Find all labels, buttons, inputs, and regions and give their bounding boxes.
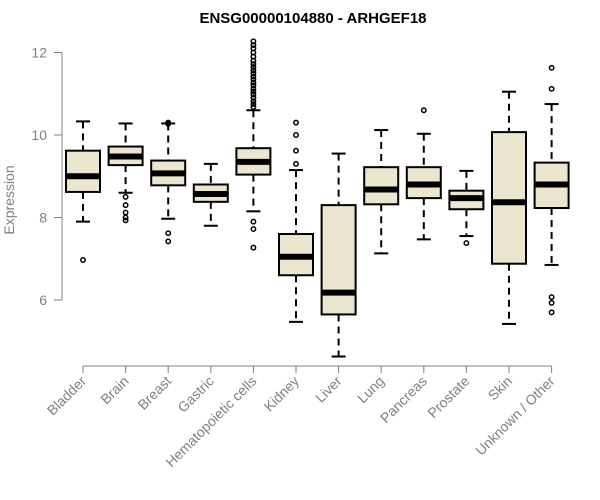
outlier-point	[250, 226, 257, 233]
box-bladder	[65, 120, 101, 263]
outlier-point	[250, 73, 257, 80]
outlier-point	[420, 107, 427, 114]
x-tick-label: Unknown / Other	[472, 373, 558, 459]
box-series	[65, 38, 570, 358]
y-axis-label: Expression	[1, 165, 17, 234]
outlier-point	[250, 218, 257, 225]
iqr-box	[65, 149, 101, 193]
outlier-point	[250, 61, 257, 68]
box-hematopoietic-cells	[235, 38, 272, 251]
outlier-point	[250, 104, 257, 110]
x-tick-label: Prostate	[424, 373, 472, 421]
x-tick-label: Bladder	[44, 373, 90, 419]
x-tick-label: Pancreas	[377, 373, 430, 426]
x-tick-label: Gastric	[174, 373, 217, 416]
y-tick-label: 8	[39, 210, 47, 226]
outlier-point	[165, 230, 172, 237]
chart-title: ENSG00000104880 - ARHGEF18	[199, 10, 426, 27]
y-tick-label: 10	[31, 127, 47, 143]
outlier-point	[122, 214, 129, 221]
outlier-point	[548, 309, 555, 316]
outlier-point	[463, 240, 470, 247]
outlier-point	[250, 88, 257, 95]
outlier-point	[250, 94, 257, 101]
outlier-point	[250, 57, 257, 64]
box-brain	[107, 122, 144, 224]
outlier-point	[250, 98, 257, 105]
y-tick-label: 12	[31, 45, 47, 61]
outlier-point	[293, 147, 299, 154]
x-tick-label: Skin	[485, 373, 516, 404]
outlier-point	[548, 294, 555, 301]
outlier-point	[293, 132, 299, 138]
box-pancreas	[405, 107, 442, 241]
box-kidney	[278, 119, 314, 323]
outlier-point	[250, 91, 257, 98]
box-liver	[320, 152, 357, 358]
outlier-point	[165, 238, 172, 245]
outlier-point	[122, 217, 129, 224]
y-tick-label: 6	[39, 292, 47, 308]
box-gastric	[192, 162, 229, 227]
box-skin	[491, 90, 527, 325]
x-tick-label: Kidney	[261, 373, 303, 415]
y-axis: 6 8 10 12	[31, 45, 63, 308]
outlier-point	[250, 85, 257, 92]
box-breast	[150, 119, 187, 245]
outlier-point	[250, 79, 257, 86]
outlier-point	[250, 63, 257, 70]
outlier-point	[548, 85, 555, 92]
outlier-point	[122, 193, 129, 200]
outlier-point	[165, 120, 172, 127]
outlier-point	[250, 101, 257, 108]
box-prostate	[448, 169, 485, 247]
x-tick-label: Lung	[354, 373, 387, 406]
x-tick-label: Liver	[312, 373, 345, 406]
outlier-point	[122, 202, 129, 209]
outlier-point	[250, 67, 257, 74]
box-lung	[363, 129, 400, 255]
outlier-point	[80, 257, 86, 263]
outlier-point	[548, 299, 555, 306]
outlier-point	[250, 76, 257, 83]
iqr-box	[363, 166, 400, 206]
box-unknown-other	[533, 64, 570, 316]
outlier-point	[250, 82, 257, 89]
outlier-point	[250, 244, 257, 251]
outlier-point	[250, 70, 257, 77]
outlier-point	[293, 160, 299, 167]
outlier-point	[293, 119, 299, 126]
iqr-box	[491, 131, 527, 265]
x-tick-label: Breast	[134, 373, 174, 413]
outlier-point	[548, 64, 555, 71]
outlier-point	[122, 209, 129, 216]
x-tick-label: Brain	[97, 373, 131, 407]
iqr-box	[320, 204, 357, 316]
outlier-point	[250, 42, 257, 49]
